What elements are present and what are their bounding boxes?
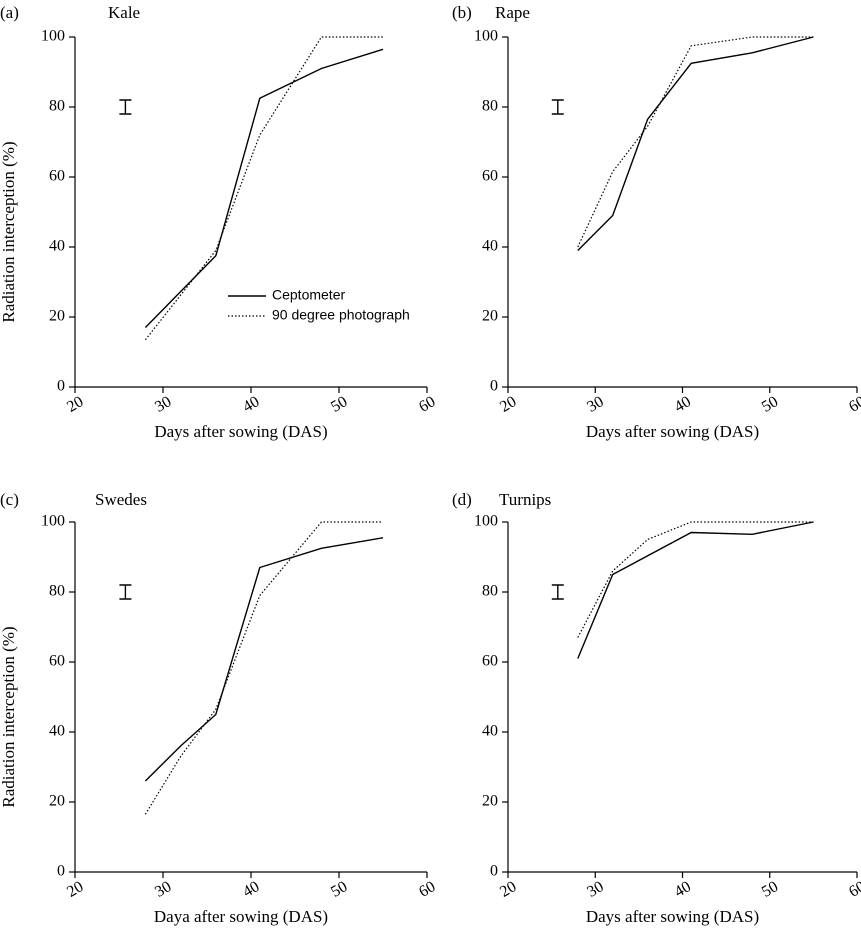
x-tick-label: 30 bbox=[584, 393, 606, 416]
x-tick-label: 60 bbox=[416, 878, 438, 901]
y-tick-label: 40 bbox=[482, 723, 498, 740]
panel-title: Turnips bbox=[499, 490, 551, 509]
y-tick-label: 100 bbox=[41, 28, 65, 45]
legend-label-solid: Ceptometer bbox=[272, 287, 345, 303]
series-line-ceptometer bbox=[144, 48, 384, 328]
y-tick-label: 60 bbox=[482, 168, 498, 185]
x-axis-title: Days after sowing (DAS) bbox=[154, 422, 327, 441]
legend-label-dotted: 90 degree photograph bbox=[272, 307, 410, 323]
x-tick-label: 60 bbox=[846, 878, 861, 901]
x-tick-label: 40 bbox=[240, 878, 262, 901]
x-tick-label: 50 bbox=[759, 393, 781, 416]
x-tick-label: 30 bbox=[152, 393, 174, 416]
x-axis-title: Daya after sowing (DAS) bbox=[154, 907, 328, 926]
panel-label: (a) bbox=[0, 3, 19, 22]
series-line-photograph bbox=[577, 36, 814, 248]
x-tick-label: 40 bbox=[672, 393, 694, 416]
x-tick-label: 60 bbox=[846, 393, 861, 416]
panel-title: Rape bbox=[495, 3, 530, 22]
y-tick-label: 40 bbox=[49, 723, 65, 740]
y-tick-label: 0 bbox=[57, 378, 65, 395]
series-line-photograph bbox=[577, 521, 814, 638]
y-tick-label: 60 bbox=[49, 168, 65, 185]
x-tick-label: 30 bbox=[584, 878, 606, 901]
x-tick-label: 20 bbox=[64, 393, 86, 416]
y-tick-label: 20 bbox=[482, 793, 498, 810]
y-tick-label: 80 bbox=[49, 98, 65, 115]
x-tick-label: 40 bbox=[240, 393, 262, 416]
y-tick-label: 40 bbox=[49, 238, 65, 255]
y-tick-label: 80 bbox=[482, 98, 498, 115]
x-tick-label: 20 bbox=[64, 878, 86, 901]
y-tick-label: 60 bbox=[482, 653, 498, 670]
series-line-photograph bbox=[144, 36, 383, 341]
y-tick-label: 100 bbox=[474, 28, 498, 45]
y-tick-label: 100 bbox=[41, 513, 65, 530]
x-tick-label: 20 bbox=[497, 878, 519, 901]
series-line-ceptometer bbox=[577, 36, 814, 251]
y-tick-label: 0 bbox=[57, 863, 65, 880]
panel-title: Kale bbox=[108, 3, 140, 22]
y-tick-label: 20 bbox=[482, 308, 498, 325]
y-tick-label: 20 bbox=[49, 793, 65, 810]
x-tick-label: 50 bbox=[759, 878, 781, 901]
series-line-ceptometer bbox=[144, 537, 384, 782]
y-tick-label: 0 bbox=[490, 378, 498, 395]
y-tick-label: 60 bbox=[49, 653, 65, 670]
y-tick-label: 0 bbox=[490, 863, 498, 880]
panel-label: (c) bbox=[0, 490, 19, 509]
y-axis-title: Radiation interception (%) bbox=[0, 626, 18, 807]
series-line-ceptometer bbox=[577, 521, 814, 659]
x-tick-label: 40 bbox=[672, 878, 694, 901]
x-tick-label: 50 bbox=[328, 393, 350, 416]
series-line-photograph bbox=[144, 521, 383, 815]
y-axis-title: Radiation interception (%) bbox=[0, 141, 18, 322]
x-axis-title: Days after sowing (DAS) bbox=[586, 422, 759, 441]
x-tick-label: 20 bbox=[497, 393, 519, 416]
x-axis-title: Days after sowing (DAS) bbox=[586, 907, 759, 926]
y-tick-label: 80 bbox=[49, 583, 65, 600]
axis-lines bbox=[507, 522, 857, 873]
axis-lines bbox=[74, 37, 427, 388]
error-bar bbox=[551, 584, 564, 600]
x-tick-label: 30 bbox=[152, 878, 174, 901]
panel-label: (d) bbox=[452, 490, 472, 509]
y-tick-label: 100 bbox=[474, 513, 498, 530]
y-tick-label: 20 bbox=[49, 308, 65, 325]
y-tick-label: 80 bbox=[482, 583, 498, 600]
axis-lines bbox=[74, 522, 427, 873]
x-tick-label: 60 bbox=[416, 393, 438, 416]
panel-label: (b) bbox=[452, 3, 472, 22]
error-bar bbox=[119, 99, 132, 115]
error-bar bbox=[119, 584, 132, 600]
axis-lines bbox=[507, 37, 857, 388]
panel-title: Swedes bbox=[95, 490, 147, 509]
x-tick-label: 50 bbox=[328, 878, 350, 901]
y-tick-label: 40 bbox=[482, 238, 498, 255]
error-bar bbox=[551, 99, 564, 115]
